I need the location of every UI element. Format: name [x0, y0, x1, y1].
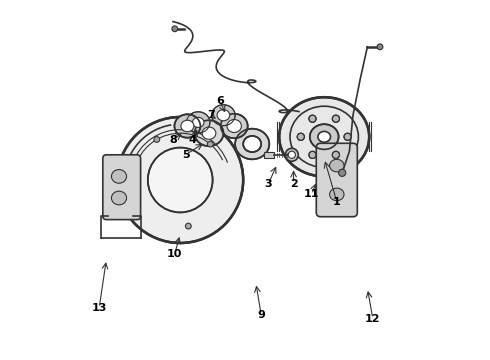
Circle shape — [185, 223, 191, 229]
Text: 10: 10 — [167, 249, 182, 259]
FancyBboxPatch shape — [316, 143, 357, 217]
Circle shape — [377, 44, 383, 50]
Circle shape — [297, 133, 304, 140]
Circle shape — [207, 141, 213, 147]
Text: 9: 9 — [257, 310, 265, 320]
Ellipse shape — [330, 188, 344, 201]
Ellipse shape — [217, 109, 230, 121]
Ellipse shape — [202, 127, 216, 139]
Circle shape — [172, 26, 178, 32]
Text: 12: 12 — [365, 314, 381, 324]
Circle shape — [117, 117, 243, 243]
Ellipse shape — [310, 124, 339, 149]
Ellipse shape — [181, 120, 194, 132]
Text: 5: 5 — [182, 150, 190, 160]
Ellipse shape — [187, 112, 210, 133]
Text: 8: 8 — [169, 135, 177, 145]
Circle shape — [285, 148, 298, 161]
Circle shape — [288, 151, 295, 158]
Ellipse shape — [220, 114, 248, 138]
Text: 2: 2 — [290, 179, 297, 189]
Ellipse shape — [195, 120, 223, 146]
Text: 1: 1 — [333, 197, 341, 207]
Ellipse shape — [318, 131, 330, 142]
FancyBboxPatch shape — [103, 155, 141, 220]
Text: 13: 13 — [92, 303, 107, 313]
Ellipse shape — [227, 120, 242, 132]
Ellipse shape — [212, 105, 235, 126]
Ellipse shape — [111, 170, 126, 183]
Ellipse shape — [235, 129, 270, 159]
Text: 7: 7 — [207, 110, 215, 120]
Circle shape — [309, 151, 316, 158]
Text: 4: 4 — [189, 135, 197, 145]
Ellipse shape — [279, 97, 369, 176]
Circle shape — [133, 193, 139, 199]
Ellipse shape — [111, 191, 126, 205]
Circle shape — [344, 133, 351, 140]
Ellipse shape — [174, 114, 200, 138]
Circle shape — [148, 148, 213, 212]
Text: 11: 11 — [304, 189, 319, 199]
Text: 6: 6 — [216, 96, 224, 106]
Text: 3: 3 — [265, 179, 272, 189]
Circle shape — [332, 151, 340, 158]
Circle shape — [309, 115, 316, 122]
Ellipse shape — [193, 117, 204, 127]
Circle shape — [339, 169, 346, 176]
Circle shape — [332, 115, 340, 122]
FancyBboxPatch shape — [264, 152, 274, 158]
Ellipse shape — [330, 159, 344, 172]
Circle shape — [154, 136, 160, 142]
Ellipse shape — [243, 136, 261, 152]
